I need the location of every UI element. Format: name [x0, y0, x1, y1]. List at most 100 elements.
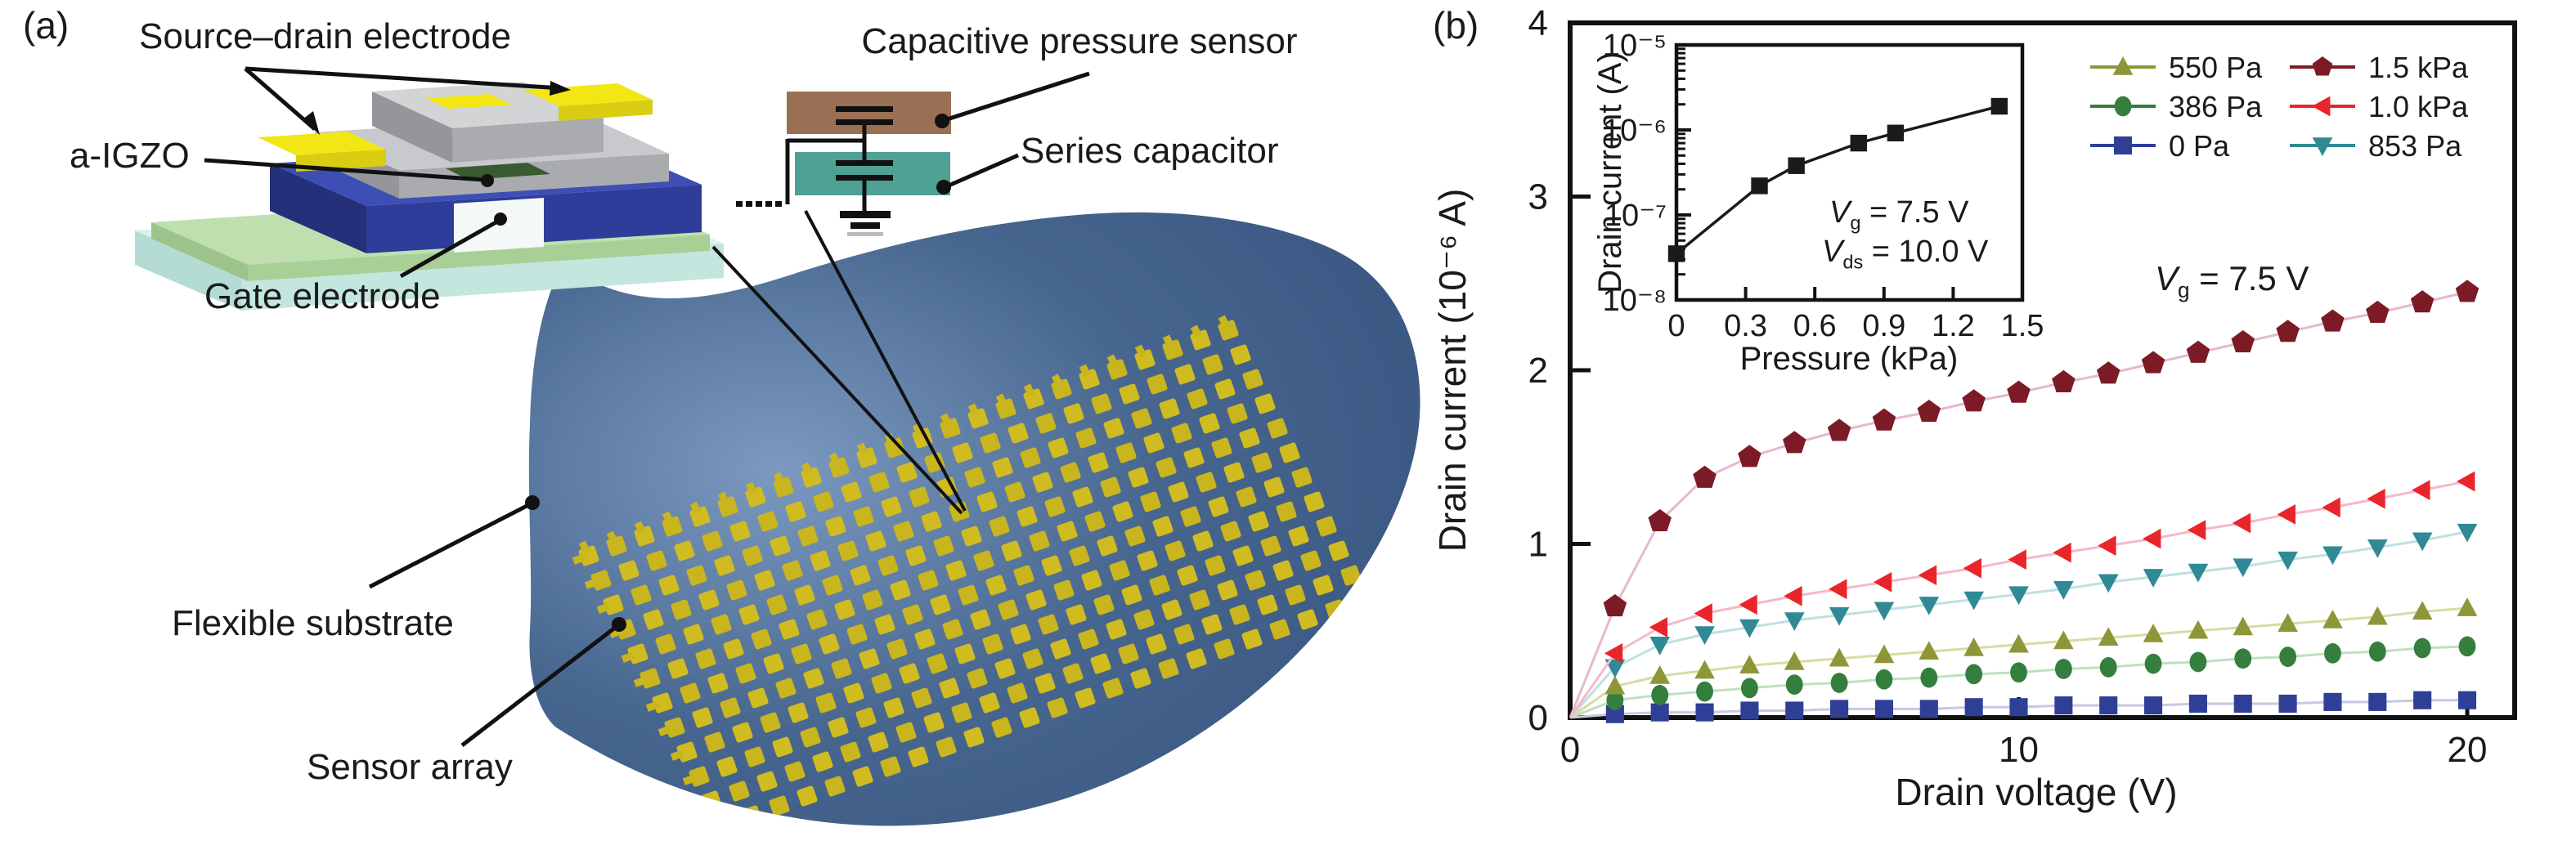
sensor-pixel	[991, 717, 1012, 738]
sensor-pixel	[979, 692, 1000, 714]
sensor-pixel	[1205, 555, 1226, 576]
sensor-pixel	[1211, 437, 1232, 459]
sensor-pixel	[924, 452, 945, 473]
sensor-pixel	[1260, 535, 1281, 557]
sensor-pixel	[1075, 427, 1097, 449]
data-point	[2144, 696, 2163, 715]
inset-data-point	[1751, 177, 1768, 195]
sensor-pixel	[1149, 575, 1170, 596]
sensor-pixel	[704, 731, 725, 753]
panel-a-schematic: (a) Source–drain electrode a-IGZO Gate e…	[23, 4, 1420, 826]
data-point	[2098, 627, 2119, 646]
sensor-pixel	[1192, 530, 1214, 552]
sensor-pixel	[1128, 467, 1149, 488]
source-drain-arrows	[244, 66, 571, 135]
array-tooth	[717, 491, 729, 505]
sensor-pixel	[646, 550, 667, 571]
array-tooth	[657, 725, 672, 736]
inset-y-tick-label: 10⁻⁸	[1603, 284, 1667, 318]
sensor-pixel	[769, 795, 790, 816]
sensor-pixel	[1022, 648, 1043, 669]
data-point	[1829, 647, 1850, 667]
sensor-pixel	[747, 687, 769, 709]
sensor-pixel	[1340, 565, 1362, 586]
data-point	[1785, 674, 1803, 695]
data-point	[1741, 678, 1758, 699]
sensor-pixel	[1202, 354, 1223, 375]
sensor-pixel	[1165, 540, 1186, 561]
data-point	[2367, 488, 2385, 509]
data-point	[2366, 300, 2390, 324]
data-point	[2053, 630, 2074, 650]
data-point	[2233, 616, 2254, 636]
sensor-pixel	[1208, 496, 1229, 517]
sensor-pixel	[1223, 462, 1245, 483]
sensor-pixel	[1106, 619, 1127, 640]
data-point	[2188, 620, 2209, 639]
sensor-pixel	[784, 761, 806, 782]
sensor-pixel	[1187, 388, 1208, 409]
sensor-pixel	[1201, 614, 1223, 635]
sensor-array-arrow	[460, 617, 626, 747]
sensor-pixel	[806, 609, 828, 630]
sensor-pixel	[939, 678, 960, 699]
ground-symbol	[840, 211, 891, 236]
sensor-pixel	[1248, 511, 1269, 532]
sensor-pixel	[720, 697, 741, 718]
data-point	[2232, 512, 2251, 534]
data-point	[2143, 528, 2161, 549]
pixel-pointer-lines	[711, 210, 967, 515]
sensor-pixel	[933, 535, 954, 557]
legend-label: 550 Pa	[2169, 51, 2263, 84]
label-sensor-array: Sensor array	[307, 747, 513, 787]
sensor-pixel	[797, 785, 818, 807]
sensor-pixel	[1038, 614, 1059, 635]
sensor-pixel	[1041, 555, 1062, 576]
data-point	[1962, 389, 1986, 412]
sensor-pixel	[883, 697, 904, 718]
data-point	[2412, 532, 2433, 552]
leader-lines	[204, 66, 1090, 747]
sensor-pixel	[877, 555, 899, 576]
data-point	[2099, 657, 2117, 678]
legend-label: 853 Pa	[2368, 129, 2462, 163]
sensor-pixel	[914, 629, 936, 650]
sensor-pixel	[760, 712, 781, 733]
inset-annotation-vds: Vds = 10.0 V	[1822, 235, 1989, 272]
sensor-pixel	[726, 579, 747, 601]
sensor-pixel	[1057, 521, 1078, 542]
data-point	[2188, 563, 2209, 583]
sensor-pixel	[942, 619, 963, 640]
data-point	[2099, 696, 2118, 715]
sensor-pixel	[766, 594, 788, 615]
sensor-pixel	[1186, 648, 1207, 669]
data-point	[2278, 694, 2297, 714]
data-point	[2457, 523, 2478, 543]
sensor-pixel	[1174, 364, 1196, 385]
array-tooth	[828, 452, 841, 466]
legend-marker-1.0kPa	[2312, 96, 2331, 117]
label-gate-electrode: Gate electrode	[204, 276, 441, 316]
sensor-pixel	[812, 751, 833, 772]
data-point	[2458, 636, 2476, 657]
y-tick-label: 3	[1528, 177, 1548, 217]
array-tooth	[578, 540, 590, 554]
sensor-pixel	[1168, 481, 1189, 503]
inset-data-point	[1887, 124, 1905, 141]
sensor-pixel	[1159, 398, 1180, 419]
array-tooth	[707, 823, 721, 826]
data-point	[2143, 624, 2164, 642]
data-point	[1784, 651, 1805, 670]
array-tooth	[773, 472, 785, 485]
sensor-pixel	[695, 648, 716, 669]
data-point	[2233, 558, 2254, 578]
data-point	[2457, 597, 2478, 616]
sensor-pixel	[936, 736, 957, 758]
data-point	[2412, 601, 2433, 620]
sensor-pixel	[951, 702, 972, 723]
sensor-pixel	[785, 501, 806, 522]
sensor-pixel	[1008, 423, 1029, 444]
sensor-pixel	[1025, 589, 1047, 611]
array-tooth	[584, 578, 599, 589]
sensor-pixel	[671, 599, 692, 620]
